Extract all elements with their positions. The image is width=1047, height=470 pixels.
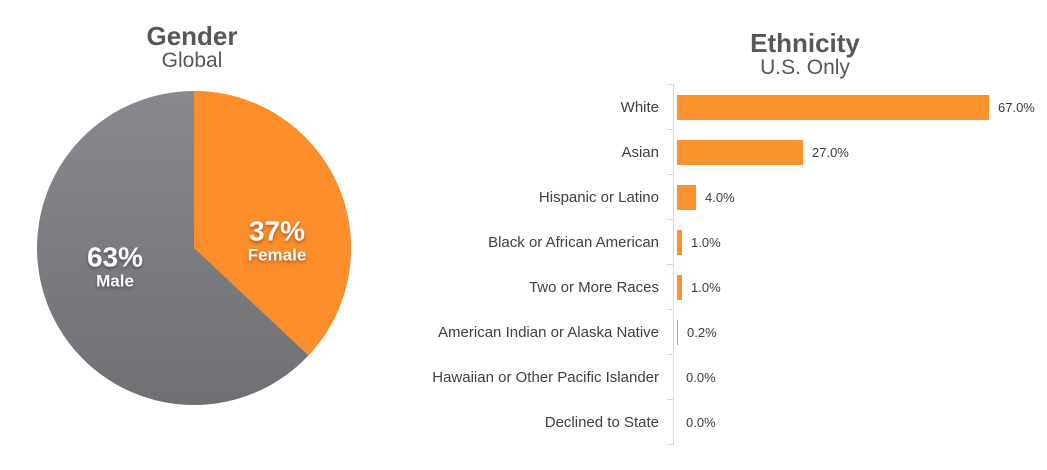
bar-cell: 67.0% — [667, 84, 1040, 130]
bar-cell: 0.0% — [667, 354, 1040, 400]
value-label: 1.0% — [691, 280, 721, 295]
male-percentage: 63% — [86, 241, 144, 273]
bar-cell: 0.0% — [667, 399, 1040, 445]
bar-row: Asian 27.0% — [360, 129, 1040, 175]
category-label: American Indian or Alaska Native — [438, 324, 659, 341]
bar-row: American Indian or Alaska Native 0.2% — [360, 309, 1040, 355]
category-label: Asian — [621, 144, 659, 161]
value-label: 27.0% — [812, 145, 849, 160]
bar-cell: 4.0% — [667, 174, 1040, 220]
bar-row: Hispanic or Latino 4.0% — [360, 174, 1040, 220]
bar — [677, 320, 678, 345]
bar-row: Two or More Races 1.0% — [360, 264, 1040, 310]
value-label: 0.0% — [686, 370, 716, 385]
male-slice-name: Male — [96, 271, 134, 291]
ethnicity-chart-title: Ethnicity — [750, 28, 860, 58]
value-label: 4.0% — [705, 190, 735, 205]
bar — [677, 185, 696, 210]
gender-chart-title: Gender — [146, 21, 238, 51]
bar — [677, 230, 682, 255]
bar — [677, 140, 803, 165]
female-percentage: 37% — [248, 215, 306, 247]
bar-cell: 27.0% — [667, 129, 1040, 175]
value-label: 0.2% — [687, 325, 717, 340]
bar — [677, 275, 682, 300]
value-label: 67.0% — [998, 100, 1035, 115]
value-label: 1.0% — [691, 235, 721, 250]
bar — [677, 95, 989, 120]
ethnicity-bar-chart: White 67.0% Asian 27.0% Hispanic or Lati… — [360, 84, 1040, 445]
pie-slice-female — [194, 91, 351, 356]
bar-cell: 1.0% — [667, 219, 1040, 265]
female-slice-name: Female — [247, 245, 307, 265]
gender-chart-subtitle: Global — [161, 49, 223, 72]
bar-row: Declined to State 0.0% — [360, 399, 1040, 445]
pie-svg — [37, 91, 351, 405]
category-label: Two or More Races — [528, 279, 659, 296]
pie-label-female: 37% Female — [247, 215, 307, 266]
bar-row: Black or African American 1.0% — [360, 219, 1040, 265]
category-label: Declined to State — [544, 414, 659, 431]
category-label: Black or African American — [488, 234, 659, 251]
category-label: Hispanic or Latino — [538, 189, 659, 206]
pie-label-male: 63% Male — [86, 241, 144, 292]
gender-pie-chart: 63% Male 37% Female — [37, 91, 351, 405]
bar-row: White 67.0% — [360, 84, 1040, 130]
bar-row: Hawaiian or Other Pacific Islander 0.0% — [360, 354, 1040, 400]
bar-cell: 1.0% — [667, 264, 1040, 310]
category-label: Hawaiian or Other Pacific Islander — [432, 369, 659, 386]
ethnicity-chart-subtitle: U.S. Only — [760, 56, 850, 79]
bar-cell: 0.2% — [667, 309, 1040, 355]
category-label: White — [620, 99, 659, 116]
value-label: 0.0% — [686, 415, 716, 430]
